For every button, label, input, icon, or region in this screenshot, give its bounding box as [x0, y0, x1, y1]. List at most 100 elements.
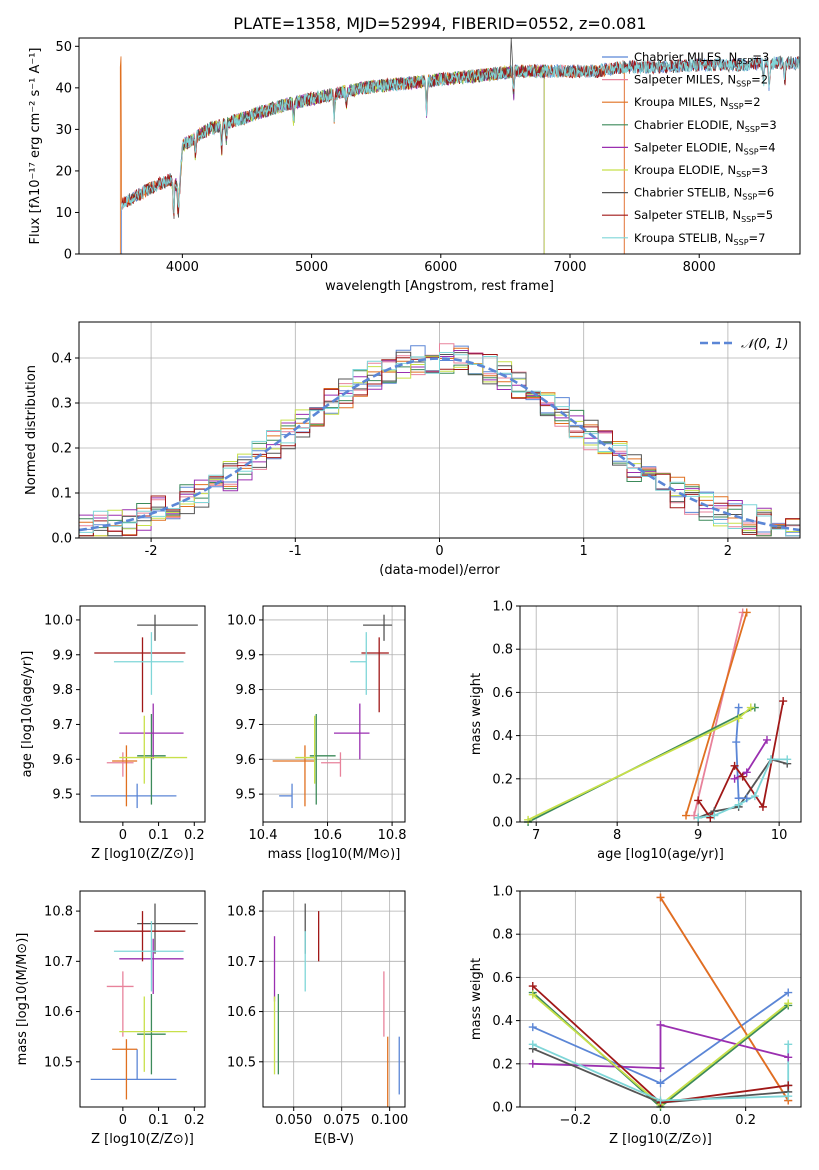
legend-sub: SSP: [741, 215, 756, 224]
weight-marker: [784, 1081, 793, 1090]
weight-marker: [784, 1053, 793, 1062]
weight-line-kroupa-miles: [659, 897, 789, 1101]
y-tick-label: 0.2: [492, 1057, 513, 1072]
legend-name: Kroupa ELODIE: [634, 163, 720, 177]
legend-eq: =: [760, 118, 770, 132]
y-tick-label: 0.3: [51, 397, 72, 412]
weight-marker: [694, 813, 703, 822]
y-tick-label: 0: [64, 248, 72, 263]
legend-sep: , N: [728, 140, 744, 154]
axes-frame: [262, 890, 406, 1108]
y-tick-label: 0.2: [51, 442, 72, 457]
x-tick-label: 10.6: [313, 828, 342, 843]
legend-name: Chabrier STELIB: [634, 186, 726, 200]
weight-marker: [524, 815, 533, 824]
weight-marker: [528, 1023, 537, 1032]
y-tick-label: 9.7: [235, 718, 256, 733]
x-tick-label: 8000: [683, 260, 716, 275]
weight-line-chabrier-stelib: [697, 758, 788, 819]
weight-marker: [730, 761, 739, 770]
weight-marker: [656, 893, 665, 902]
x-tick-label: 0.2: [184, 828, 205, 843]
axes-frame: [78, 37, 801, 255]
legend-nssp: 5: [766, 208, 773, 222]
x-axis-label: age [log10(age/yr)]: [597, 847, 724, 862]
weight-marker: [784, 1092, 793, 1101]
y-tick-label: 0.1: [51, 487, 72, 502]
y-axis-label: mass weight: [469, 673, 484, 755]
y-tick-label: 0.0: [492, 816, 513, 831]
legend-sub: SSP: [742, 193, 757, 202]
x-tick-label: 0.100: [371, 1113, 408, 1128]
x-axis-label: wavelength [Angstrom, rest frame]: [325, 279, 554, 294]
axes-frame: [78, 321, 801, 539]
y-tick-label: 0.6: [492, 686, 513, 701]
weight-line-kroupa-stelib: [698, 758, 788, 819]
weight-marker: [742, 794, 751, 803]
y-tick-label: 1.0: [492, 600, 513, 615]
spectrum-line-kroupa-elodie: [170, 64, 545, 254]
panel-residuals: -2 -1 0 1 2 0.0 0.1 0.2 0.3 0.4 (data-model)/error…: [24, 321, 801, 578]
x-tick-label: −0.2: [560, 1113, 592, 1128]
weight-marker: [656, 1064, 665, 1073]
y-tick-label: 0.8: [492, 928, 513, 943]
panel-age_vs_Z: 0 0.1 0.2 9.5 9.6 9.7 9.8 9.9 10.0 Z [log10(Z/Z⊙)…: [20, 605, 206, 862]
weight-marker: [730, 774, 739, 783]
legend-label: Chabrier STELIB, NSSP=6: [634, 186, 774, 202]
y-tick-label: 10: [55, 206, 72, 221]
legend-sub: SSP: [745, 125, 760, 134]
weight-marker: [742, 608, 751, 617]
legend-label: Kroupa ELODIE, NSSP=3: [634, 163, 768, 179]
legend-name: Chabrier ELODIE: [634, 118, 729, 132]
legend-sep: , N: [726, 186, 742, 200]
figure-title: PLATE=1358, MJD=52994, FIBERID=0552, z=0…: [233, 14, 646, 33]
y-tick-label: 10.6: [227, 1005, 256, 1020]
legend-sep: , N: [725, 208, 741, 222]
y-tick-label: 10.0: [44, 613, 73, 628]
legend-name: Salpeter ELODIE: [634, 140, 728, 154]
weight-line-kroupa-stelib: [532, 1043, 790, 1102]
legend-sub: SSP: [734, 238, 749, 247]
x-tick-label: 0.075: [323, 1113, 360, 1128]
y-tick-label: 1.0: [492, 885, 513, 900]
weight-marker: [779, 697, 788, 706]
legend-nssp: 2: [761, 73, 768, 87]
weight-line-salpeter-elodie: [532, 1023, 789, 1070]
legend-sep: , N: [713, 95, 729, 109]
legend-eq: =: [751, 73, 761, 87]
y-tick-label: 10.8: [44, 905, 73, 920]
weight-marker: [742, 768, 751, 777]
legend-name: Chabrier MILES: [634, 50, 721, 64]
y-tick-label: 9.8: [52, 683, 73, 698]
x-tick-label: 8: [613, 828, 621, 843]
plot-area: [79, 343, 800, 537]
plot-area: [527, 612, 788, 822]
weight-marker: [734, 800, 743, 809]
legend-sep: , N: [720, 73, 736, 87]
weight-marker: [694, 796, 703, 805]
y-tick-label: 9.7: [52, 718, 73, 733]
x-axis-label: (data-model)/error: [379, 563, 500, 578]
y-tick-label: 0.4: [51, 352, 72, 367]
weight-marker: [656, 1079, 665, 1088]
y-tick-label: 50: [55, 40, 72, 55]
legend-label: Kroupa STELIB, NSSP=7: [634, 231, 766, 247]
legend-label: Salpeter STELIB, NSSP=5: [634, 208, 773, 224]
weight-marker: [656, 1020, 665, 1029]
legend-sep: , N: [718, 231, 734, 245]
legend-sub: SSP: [736, 170, 751, 179]
weight-marker: [528, 1040, 537, 1049]
x-tick-label: 7000: [553, 260, 586, 275]
spectrum-line-kroupa-stelib: [121, 56, 800, 214]
legend-nssp: 3: [761, 163, 768, 177]
weight-marker: [528, 1059, 537, 1068]
panel-spectrum: 4000 5000 6000 7000 8000 0 10 20 30 40 50 wavelengt…: [28, 37, 801, 294]
legend-sub: SSP: [744, 147, 759, 156]
x-axis-label: Z [log10(Z/Z⊙)]: [91, 1132, 194, 1147]
y-tick-label: 9.5: [52, 788, 73, 803]
y-tick-label: 0.0: [51, 532, 72, 547]
weight-marker: [732, 738, 741, 747]
y-axis-label: age [log10(age/yr)]: [20, 651, 35, 778]
plot-area: [90, 614, 198, 809]
